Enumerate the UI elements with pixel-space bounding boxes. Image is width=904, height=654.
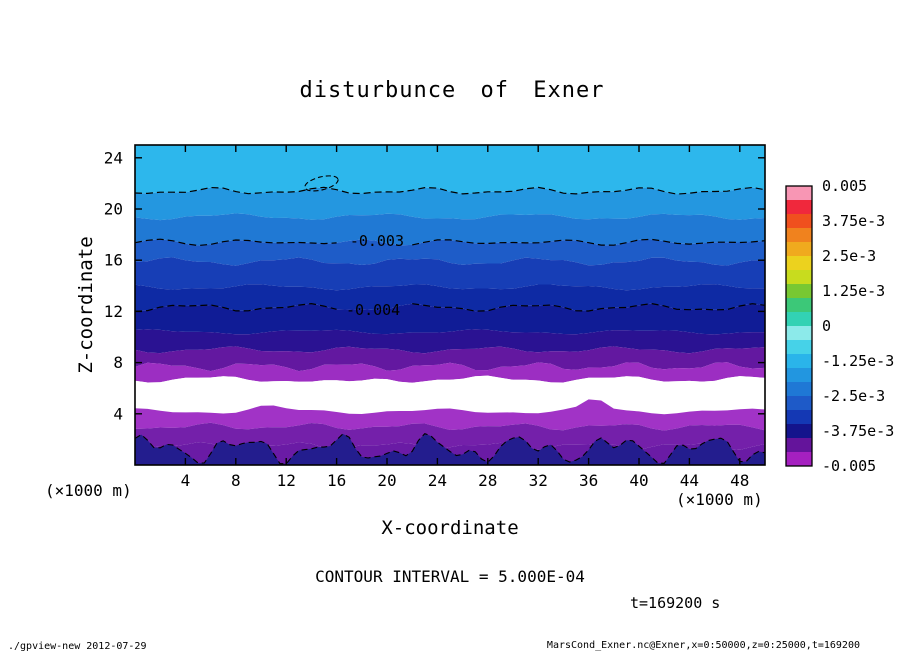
colorbar-segment bbox=[786, 424, 812, 438]
colorbar-label: 0.005 bbox=[822, 177, 867, 195]
y-tick-label: 12 bbox=[104, 302, 123, 321]
x-tick-label: 32 bbox=[529, 471, 548, 490]
colorbar-segment bbox=[786, 438, 812, 452]
colorbar-label: 2.5e-3 bbox=[822, 247, 876, 265]
colorbar-segment bbox=[786, 410, 812, 424]
colorbar-segment bbox=[786, 298, 812, 312]
colorbar-border bbox=[785, 185, 813, 467]
y-tick-label: 8 bbox=[113, 353, 123, 372]
colorbar-segment bbox=[786, 242, 812, 256]
x-tick-label: 28 bbox=[478, 471, 497, 490]
contour-line bbox=[412, 302, 765, 312]
x-tick-label: 24 bbox=[428, 471, 447, 490]
contour-line bbox=[412, 238, 765, 246]
contour-label: -0.004 bbox=[346, 301, 400, 319]
contour-line bbox=[135, 302, 337, 312]
contour-band bbox=[135, 145, 765, 195]
contour-band bbox=[135, 375, 765, 415]
colorbar-segment bbox=[786, 214, 812, 228]
x-tick-label: 20 bbox=[377, 471, 396, 490]
contour-band bbox=[135, 362, 765, 383]
colorbar-label: -2.5e-3 bbox=[822, 387, 885, 405]
x-tick-label: 44 bbox=[680, 471, 699, 490]
y-axis-label: Z-coordinate bbox=[75, 236, 97, 374]
x-tick-label: 36 bbox=[579, 471, 598, 490]
colorbar-segment bbox=[786, 368, 812, 382]
y-tick-label: 16 bbox=[104, 251, 123, 270]
contour-band bbox=[135, 329, 765, 354]
colorbar-label: -1.25e-3 bbox=[822, 352, 894, 370]
x-tick-label: 40 bbox=[629, 471, 648, 490]
colorbar-segment bbox=[786, 382, 812, 396]
y-axis-unit: (×1000 m) bbox=[45, 481, 132, 500]
y-tick-label: 24 bbox=[104, 148, 123, 167]
contour-band bbox=[135, 257, 765, 291]
x-tick-label: 16 bbox=[327, 471, 346, 490]
x-axis-label: X-coordinate bbox=[381, 517, 519, 539]
chart-title: disturbunce of Exner bbox=[299, 78, 605, 103]
colorbar-label: -3.75e-3 bbox=[822, 422, 894, 440]
contour-band bbox=[135, 187, 765, 221]
contour-line bbox=[135, 186, 765, 195]
x-tick-label: 48 bbox=[730, 471, 749, 490]
footer-command: ./gpview-new 2012-07-29 bbox=[8, 641, 147, 652]
plot-border bbox=[134, 144, 766, 466]
contour-loop bbox=[304, 175, 339, 192]
colorbar-segment bbox=[786, 186, 812, 200]
contour-band bbox=[135, 346, 765, 372]
contour-band bbox=[135, 284, 765, 312]
colorbar-segment bbox=[786, 256, 812, 270]
colorbar-segment bbox=[786, 354, 812, 368]
time-label: t=169200 s bbox=[630, 594, 721, 612]
colorbar-segment bbox=[786, 312, 812, 326]
colorbar-segment bbox=[786, 326, 812, 340]
footer-datasource: MarsCond_Exner.nc@Exner,x=0:50000,z=0:25… bbox=[546, 640, 860, 651]
colorbar-segment bbox=[786, 200, 812, 214]
contour-line bbox=[135, 238, 337, 247]
contour-band bbox=[135, 239, 765, 266]
colorbar-label: -0.005 bbox=[822, 457, 876, 475]
colorbar-label: 1.25e-3 bbox=[822, 282, 885, 300]
contour-band bbox=[135, 303, 765, 335]
colorbar-segment bbox=[786, 396, 812, 410]
contour-label: -0.003 bbox=[350, 232, 404, 250]
x-tick-label: 12 bbox=[277, 471, 296, 490]
colorbar-label: 0 bbox=[822, 317, 831, 335]
colorbar-segment bbox=[786, 228, 812, 242]
contour-interval-note: CONTOUR INTERVAL = 5.000E-04 bbox=[315, 567, 585, 586]
colorbar-segment bbox=[786, 452, 812, 466]
y-tick-label: 4 bbox=[113, 404, 123, 423]
bottom-blob-region bbox=[135, 433, 765, 465]
colorbar-label: 3.75e-3 bbox=[822, 212, 885, 230]
contour-band bbox=[135, 213, 765, 246]
y-tick-label: 20 bbox=[104, 200, 123, 219]
x-tick-label: 8 bbox=[231, 471, 241, 490]
contour-line bbox=[135, 432, 765, 465]
x-tick-label: 4 bbox=[181, 471, 191, 490]
x-axis-unit: (×1000 m) bbox=[676, 490, 763, 509]
colorbar-segment bbox=[786, 270, 812, 284]
colorbar-segment bbox=[786, 340, 812, 354]
colorbar-segment bbox=[786, 284, 812, 298]
contour-band bbox=[135, 399, 765, 431]
